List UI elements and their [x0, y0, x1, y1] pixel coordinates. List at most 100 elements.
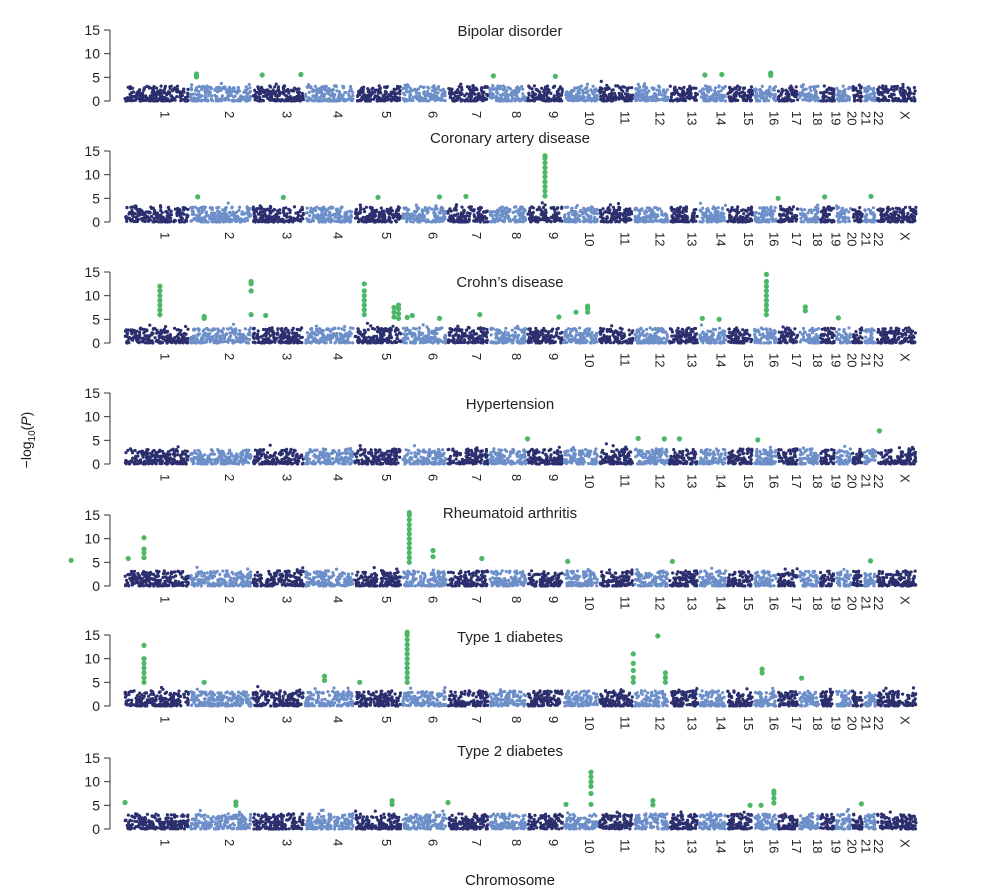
snp-point [790, 219, 794, 223]
snp-point [634, 220, 638, 224]
snp-point [717, 90, 721, 94]
significant-hit-point [552, 73, 559, 79]
snp-point [462, 208, 466, 212]
snp-point [822, 212, 826, 216]
snp-point [893, 210, 897, 214]
snp-point [772, 209, 776, 213]
snp-point [274, 99, 278, 103]
snp-point [466, 211, 470, 215]
snp-point [879, 219, 883, 224]
snp-point [857, 98, 861, 102]
snp-point [804, 87, 808, 91]
snp-point [679, 87, 683, 91]
snp-point [385, 207, 389, 211]
chromosome-point-cloud [851, 83, 864, 103]
snp-point [678, 205, 683, 209]
snp-point [528, 209, 532, 213]
snp-point [665, 95, 670, 99]
snp-point [333, 215, 338, 219]
snp-point [542, 90, 546, 94]
snp-point [508, 219, 512, 223]
snp-point [489, 220, 493, 224]
snp-point [223, 98, 227, 102]
snp-point [231, 89, 235, 93]
snp-point [605, 98, 609, 102]
snp-point [461, 213, 465, 217]
snp-point [297, 94, 301, 98]
snp-point [381, 99, 385, 103]
snp-point [343, 98, 348, 102]
significant-hit-point [193, 71, 200, 77]
snp-point [880, 215, 884, 220]
chromosome-point-cloud [819, 205, 836, 224]
snp-point [504, 99, 508, 103]
snp-point [535, 208, 539, 212]
snp-point [816, 209, 820, 213]
snp-point [472, 209, 476, 213]
snp-point [305, 206, 309, 210]
snp-point [846, 94, 850, 99]
snp-point [140, 218, 144, 222]
chromosome-point-cloud [633, 206, 670, 224]
snp-point [482, 210, 486, 214]
snp-point [142, 88, 146, 92]
snp-point [898, 99, 902, 103]
snp-point [298, 98, 302, 102]
snp-point [192, 92, 196, 96]
snp-point [245, 99, 249, 103]
snp-point [778, 220, 782, 224]
snp-point [129, 205, 133, 209]
snp-point [560, 206, 564, 210]
snp-point [889, 95, 893, 99]
snp-point [465, 214, 469, 218]
snp-point [688, 84, 692, 88]
snp-point [237, 208, 241, 212]
snp-point [322, 215, 326, 219]
snp-point [898, 207, 902, 211]
snp-point [163, 84, 167, 88]
chromosome-point-cloud [753, 205, 778, 224]
snp-point [274, 214, 278, 218]
snp-point [592, 219, 596, 223]
snp-point [411, 95, 415, 99]
snp-point [530, 94, 534, 98]
snp-point [195, 216, 199, 220]
snp-point [209, 97, 213, 101]
snp-point [736, 205, 740, 209]
snp-point [500, 214, 504, 218]
snp-point [677, 209, 681, 213]
snp-point [793, 94, 797, 99]
snp-point [240, 210, 244, 214]
snp-point [537, 94, 542, 98]
snp-point [373, 218, 377, 222]
chromosome-point-cloud [819, 84, 836, 103]
snp-point [663, 98, 667, 102]
snp-point [694, 219, 698, 223]
snp-point [369, 219, 373, 223]
snp-point [650, 96, 654, 100]
snp-point [543, 85, 548, 89]
snp-point [422, 90, 426, 94]
snp-point [422, 85, 426, 89]
snp-point [482, 90, 486, 95]
snp-point [328, 97, 332, 101]
snp-point [147, 86, 152, 90]
snp-point [748, 88, 752, 92]
significant-hit-point [768, 70, 774, 76]
snp-point [492, 87, 496, 92]
snp-point [601, 93, 605, 97]
snp-point [316, 90, 320, 94]
snp-point [642, 215, 646, 220]
chromosome-label: 14 [714, 232, 729, 246]
snp-point [670, 215, 674, 219]
snp-point [173, 207, 177, 211]
snp-point [645, 214, 649, 218]
significant-hit-point [195, 194, 201, 200]
snp-point [711, 219, 715, 223]
snp-point [468, 91, 473, 95]
snp-point [228, 220, 232, 224]
snp-point [495, 212, 499, 216]
snp-point [880, 209, 884, 213]
snp-point [819, 220, 823, 224]
